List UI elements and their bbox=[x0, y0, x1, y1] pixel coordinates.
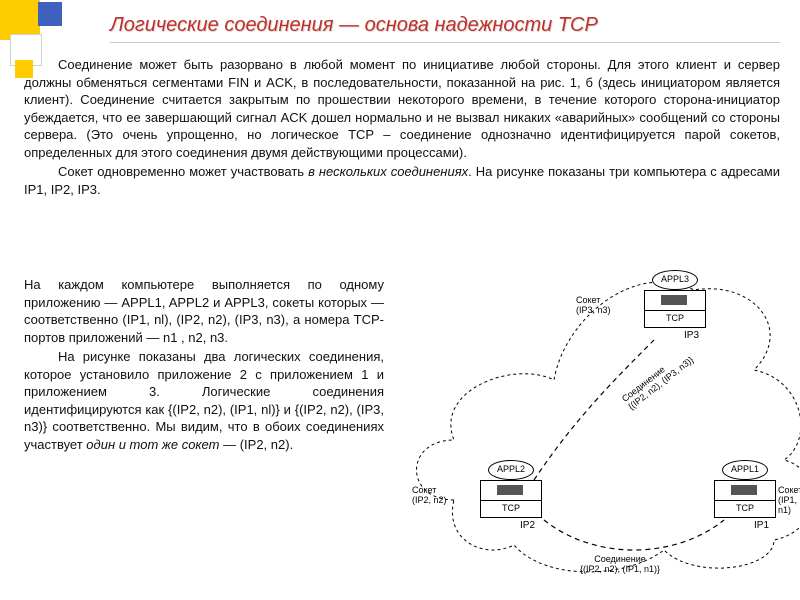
p4-part-c: — (IP2, n2). bbox=[219, 437, 293, 452]
deco-square-blue bbox=[38, 2, 62, 26]
appl2-ip: IP2 bbox=[520, 520, 535, 531]
appl1-socket-icon bbox=[731, 485, 757, 495]
paragraph-1: Соединение может быть разорвано в любой … bbox=[24, 56, 780, 161]
appl1-socket-label: Сокет(IP1, n1) bbox=[778, 486, 800, 516]
appl2-socket-label: Сокет(IP2, n2) bbox=[412, 486, 447, 506]
appl3-label: APPL3 bbox=[652, 270, 698, 290]
edge-n2-n1 bbox=[544, 520, 724, 550]
appl1-label: APPL1 bbox=[722, 460, 768, 480]
lower-section: На каждом компьютере выполняется по одно… bbox=[24, 276, 780, 600]
appl3-socket-icon bbox=[661, 295, 687, 305]
appl2-tcp: TCP bbox=[480, 500, 542, 518]
page-title: Логические соединения — основа надежност… bbox=[110, 14, 780, 37]
body-text: Соединение может быть разорвано в любой … bbox=[24, 56, 780, 200]
appl3-ip: IP3 bbox=[684, 330, 699, 341]
left-column: На каждом компьютере выполняется по одно… bbox=[24, 276, 384, 453]
p2-emphasis: в нескольких соединениях bbox=[308, 164, 468, 179]
appl3-tcp: TCP bbox=[644, 310, 706, 328]
edge-label-2: Соединение{(IP2, n2), (IP1, n1)} bbox=[580, 554, 660, 574]
appl1-ip: IP1 bbox=[754, 520, 769, 531]
diagram-svg bbox=[394, 270, 800, 590]
cloud-outline bbox=[417, 282, 800, 572]
appl3-socket-box bbox=[644, 290, 706, 312]
paragraph-4: На рисунке показаны два логических соеди… bbox=[24, 348, 384, 453]
appl2-label: APPL2 bbox=[488, 460, 534, 480]
appl3-socket-label: Сокет(IP3, n3) bbox=[576, 296, 611, 316]
p4-emphasis: один и тот же сокет bbox=[86, 437, 219, 452]
appl1-socket-box bbox=[714, 480, 776, 502]
p2-part-a: Сокет одновременно может участвовать bbox=[58, 164, 308, 179]
title-underline bbox=[110, 42, 780, 43]
appl2-socket-icon bbox=[497, 485, 523, 495]
appl2-socket-box bbox=[480, 480, 542, 502]
paragraph-3: На каждом компьютере выполняется по одно… bbox=[24, 276, 384, 346]
tcp-diagram: APPL3 TCP IP3 Сокет(IP3, n3) APPL2 TCP I… bbox=[394, 270, 800, 590]
appl1-tcp: TCP bbox=[714, 500, 776, 518]
edge-n2-n3 bbox=[534, 340, 654, 480]
paragraph-2: Сокет одновременно может участвовать в н… bbox=[24, 163, 780, 198]
